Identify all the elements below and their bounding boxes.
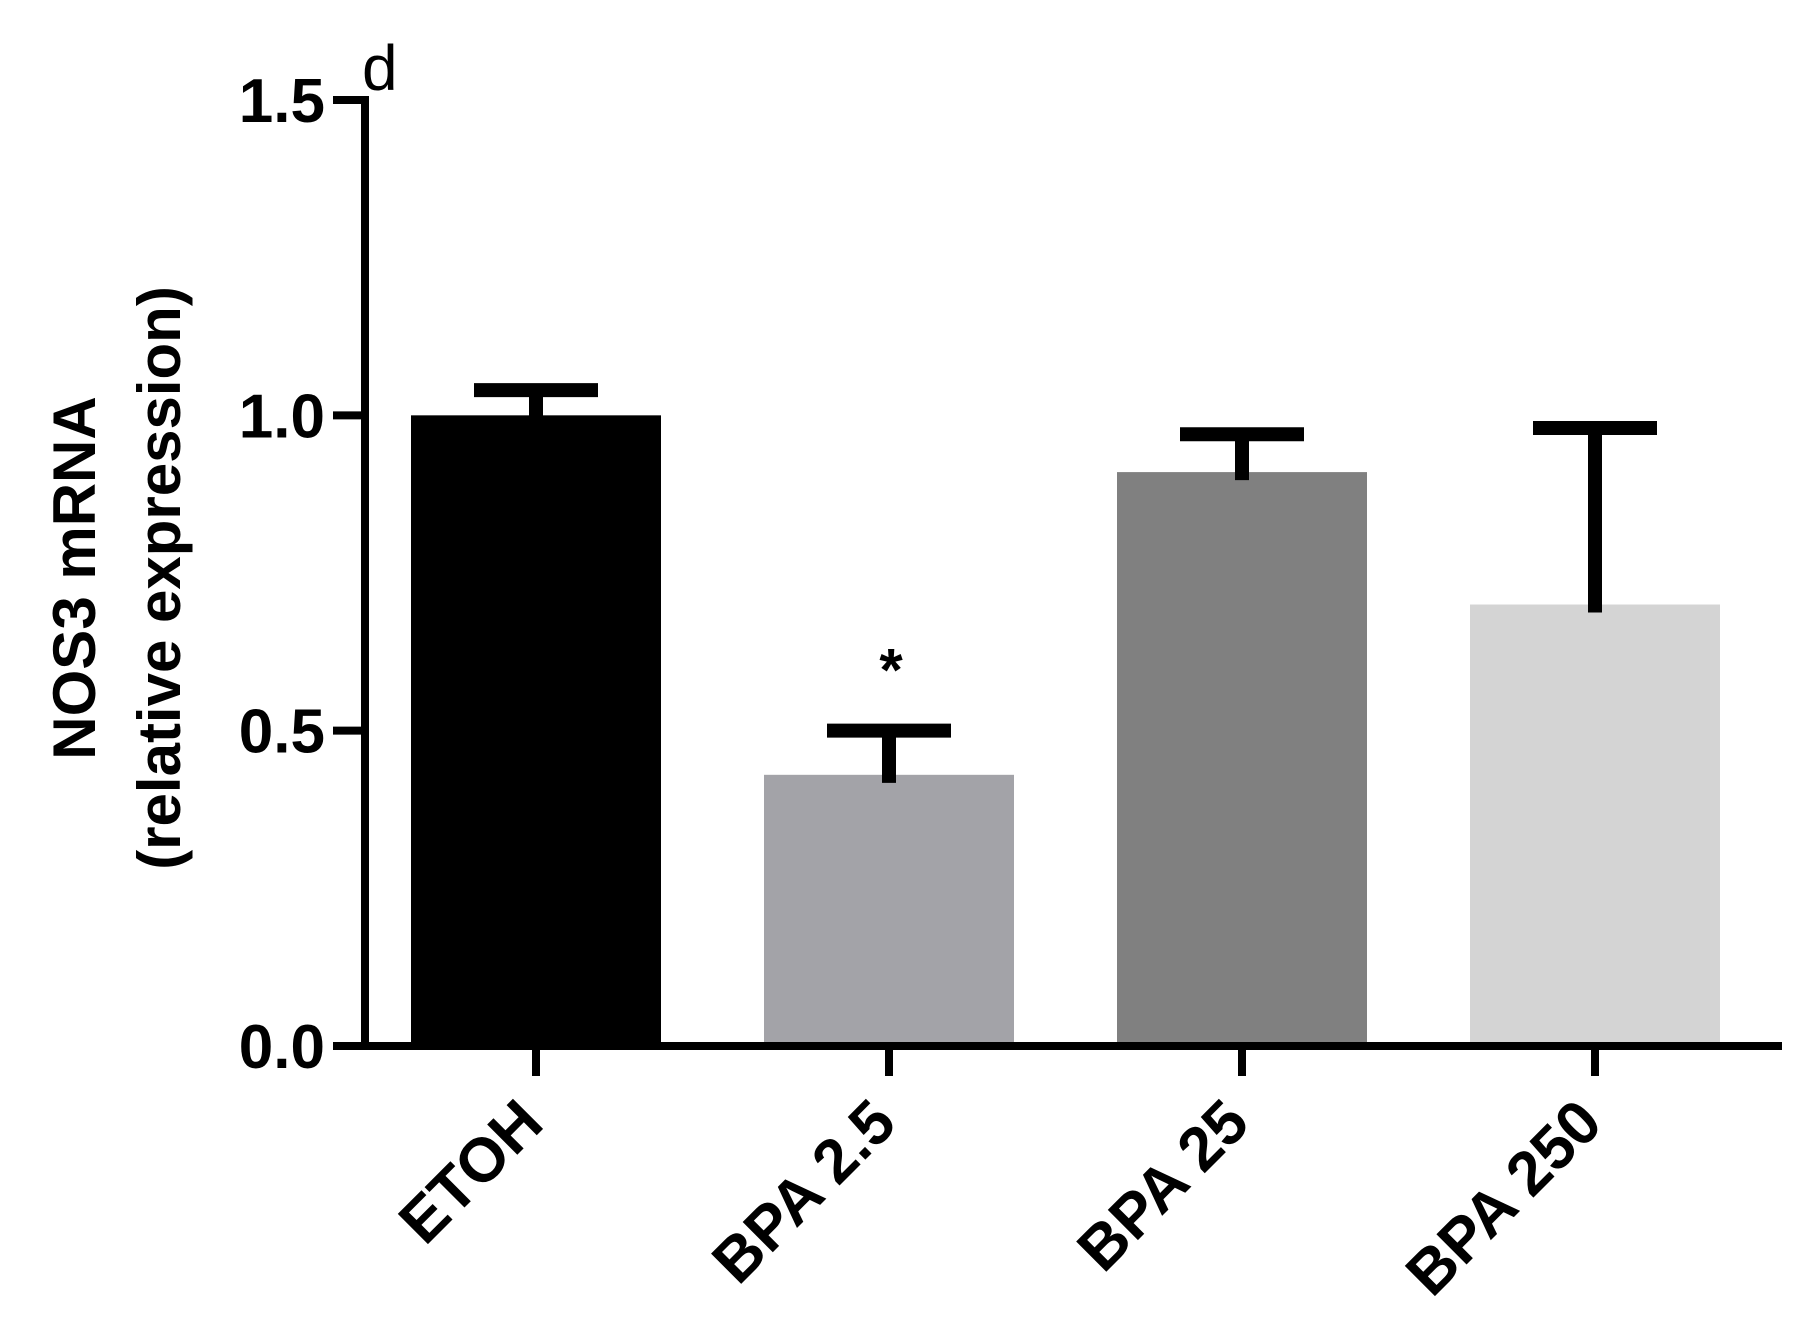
- y-axis-subtitle: (relative expression): [126, 286, 193, 870]
- significance-marker: *: [879, 637, 903, 704]
- annotations-layer: *: [879, 637, 903, 704]
- bar: [764, 774, 1014, 1042]
- x-tick-label: ETOH: [386, 1087, 556, 1257]
- panel-label: d: [362, 32, 398, 104]
- y-ticks-layer: 0.0 0.5 1.0 1.5: [239, 67, 365, 1082]
- bar: [1117, 472, 1367, 1042]
- x-tick-label: BPA 2.5: [699, 1087, 909, 1297]
- y-tick-label: 1.0: [239, 382, 325, 451]
- x-tick-label: BPA 25: [1064, 1087, 1261, 1284]
- y-axis-title: NOS3 mRNA: [41, 396, 108, 759]
- bar: [1470, 604, 1720, 1042]
- y-tick-label: 0.0: [239, 1013, 325, 1082]
- error-bars-layer: [474, 383, 1657, 783]
- x-tick-label: BPA 250: [1393, 1087, 1615, 1309]
- bar: [411, 415, 661, 1042]
- y-tick-label: 1.5: [239, 67, 325, 136]
- axes-layer: [361, 96, 1782, 1050]
- y-tick-label: 0.5: [239, 698, 325, 767]
- x-ticks-layer: ETOH BPA 2.5 BPA 25 BPA 250: [386, 1046, 1615, 1309]
- bars-layer: [411, 415, 1720, 1042]
